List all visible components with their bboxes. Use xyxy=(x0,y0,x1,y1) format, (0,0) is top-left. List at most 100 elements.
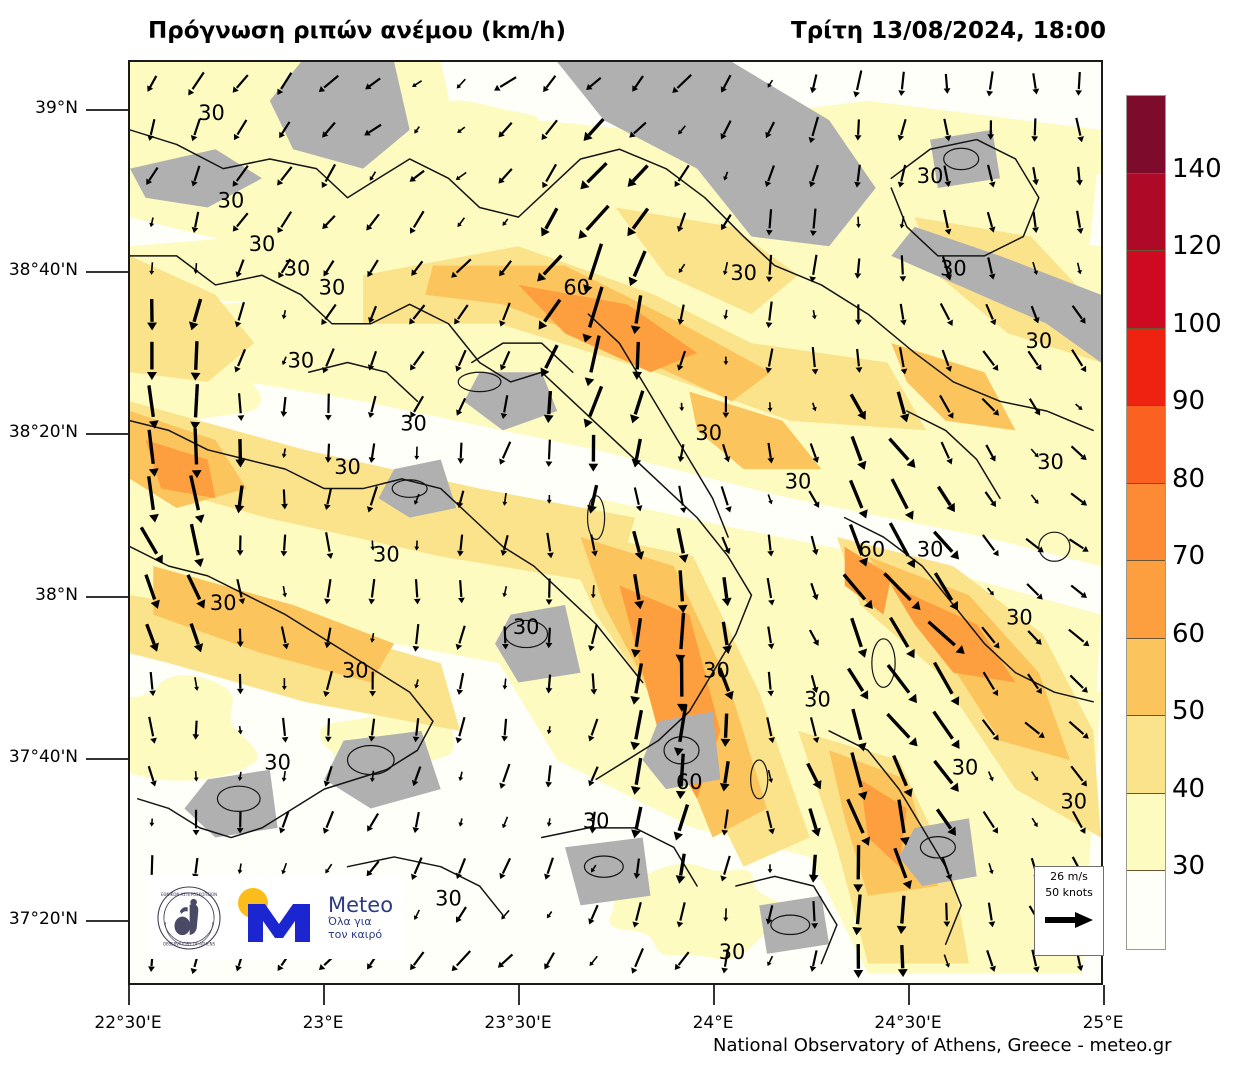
noa-seal-icon: ΕΘΝΙΚΟΝ ΑΣΤΕΡΟΣΚΟΠΕΙΟΝ OBSERVATORY OF AT… xyxy=(157,885,221,950)
wind-arrow xyxy=(147,119,156,141)
colorbar-tick-60: 60 xyxy=(1172,618,1206,649)
wind-arrow xyxy=(455,906,467,923)
wind-arrow xyxy=(943,118,952,142)
meteo-tagline-2: τον καιρό xyxy=(328,927,383,941)
wind-arrow xyxy=(149,262,155,275)
wind-arrow xyxy=(854,164,861,188)
wind-arrow xyxy=(767,79,774,88)
wind-arrow xyxy=(883,572,921,611)
island-outline-13 xyxy=(750,759,769,800)
wind-arrow xyxy=(590,534,598,557)
wind-arrow xyxy=(369,671,376,697)
island-outline-6 xyxy=(919,836,956,859)
wind-arrow xyxy=(544,857,554,880)
wind-arrow xyxy=(1032,166,1039,186)
wind-arrow xyxy=(987,120,995,140)
coastline-13 xyxy=(307,361,419,403)
wind-arrow xyxy=(890,478,914,520)
wind-arrow xyxy=(987,587,994,596)
contour-label-30-1: 30 xyxy=(218,188,245,212)
wind-arrow xyxy=(192,809,200,836)
wind-arrow xyxy=(499,441,512,465)
wind-arrow xyxy=(856,216,861,229)
contour-60-70-5 xyxy=(860,779,907,867)
contour-label-60-16: 60 xyxy=(859,537,886,561)
wind-arrow xyxy=(1076,210,1084,234)
colorbar-tick-120: 120 xyxy=(1172,231,1222,262)
wind-arrow xyxy=(282,585,288,598)
colorbar xyxy=(1126,95,1166,950)
wind-arrow xyxy=(855,304,862,326)
wind-arrow xyxy=(811,402,817,412)
wind-arrow xyxy=(765,348,774,374)
wind-arrow xyxy=(981,397,1000,416)
wind-arrow xyxy=(808,629,819,646)
wind-arrow xyxy=(190,341,201,381)
wind-arrow xyxy=(281,678,287,691)
wind-arrow xyxy=(632,530,645,560)
contour-60-70-4 xyxy=(844,546,892,615)
wind-arrow xyxy=(324,578,332,605)
wind-arrow xyxy=(941,856,953,881)
wind-arrow xyxy=(721,577,732,607)
wind-arrow xyxy=(1027,350,1042,371)
wind-arrow xyxy=(412,811,420,834)
wind-arrow xyxy=(364,123,382,136)
colorbar-band-top xyxy=(1127,96,1165,174)
island-outline-11 xyxy=(871,638,896,688)
wind-arrow xyxy=(631,438,642,468)
wind-arrow xyxy=(370,770,375,783)
wind-arrow xyxy=(933,572,958,611)
wind-arrow xyxy=(191,428,202,479)
contour-label-30-25: 30 xyxy=(264,751,291,775)
wind-arrow xyxy=(414,540,420,551)
wind-arrow xyxy=(455,858,467,880)
wind-arrow xyxy=(279,811,290,834)
wind-arrow xyxy=(411,766,422,787)
wind-arrow xyxy=(987,164,996,188)
page-title: Πρόγνωση ριπών ανέμου (km/h) xyxy=(148,18,567,44)
wind-arrow xyxy=(147,75,158,92)
wind-arrow xyxy=(627,164,649,187)
lon-tick-mark xyxy=(1103,985,1105,1005)
contour-patch xyxy=(130,675,258,781)
wind-arrow xyxy=(631,617,643,658)
contour-60-70-0 xyxy=(518,284,698,373)
wind-arrow xyxy=(280,534,288,557)
wind-arrow xyxy=(413,909,421,920)
wind-arrow xyxy=(720,713,731,747)
meteo-wordmark: Meteo Όλα για τον καιρό xyxy=(328,894,393,941)
wind-arrow xyxy=(852,894,863,936)
wind-arrow xyxy=(414,446,420,460)
wind-arrow xyxy=(628,250,647,287)
colorbar-tick-50: 50 xyxy=(1172,696,1206,727)
wind-arrow xyxy=(719,761,730,792)
wind-arrow xyxy=(370,632,375,643)
wind-arrow xyxy=(723,356,729,366)
coastline-6 xyxy=(843,516,1094,703)
contour-label-30-20: 30 xyxy=(513,615,540,639)
wind-arrow xyxy=(368,443,376,464)
wind-arrow xyxy=(678,485,687,514)
wind-arrow xyxy=(186,574,206,609)
wind-arrow xyxy=(456,78,466,89)
wind-arrow xyxy=(193,263,199,274)
wind-arrow xyxy=(414,679,420,689)
wind-arrow xyxy=(718,667,734,700)
wind-arrow xyxy=(676,902,686,928)
wind-arrow xyxy=(766,209,773,236)
wind-arrow xyxy=(984,491,997,507)
wind-arrow xyxy=(366,860,380,877)
contour-label-30-12: 30 xyxy=(334,455,361,479)
forecast-datetime: Τρίτη 13/08/2024, 18:00 xyxy=(791,18,1106,44)
wind-arrow xyxy=(809,74,818,94)
map-plot-area[interactable]: 30 30 30 30 30 60 30 30 30 30 30 30 30 30 30 30 60 30 30 30… xyxy=(128,60,1103,985)
lon-label-5: 25°E xyxy=(1082,1013,1124,1033)
contour-50-60-6 xyxy=(891,343,1016,431)
wind-arrow xyxy=(194,677,200,691)
wind-arrow xyxy=(898,347,908,375)
wind-arrow xyxy=(932,710,960,749)
svg-text:OBSERVATORY OF ATHENS: OBSERVATORY OF ATHENS xyxy=(163,941,216,946)
wind-arrow xyxy=(236,535,244,556)
